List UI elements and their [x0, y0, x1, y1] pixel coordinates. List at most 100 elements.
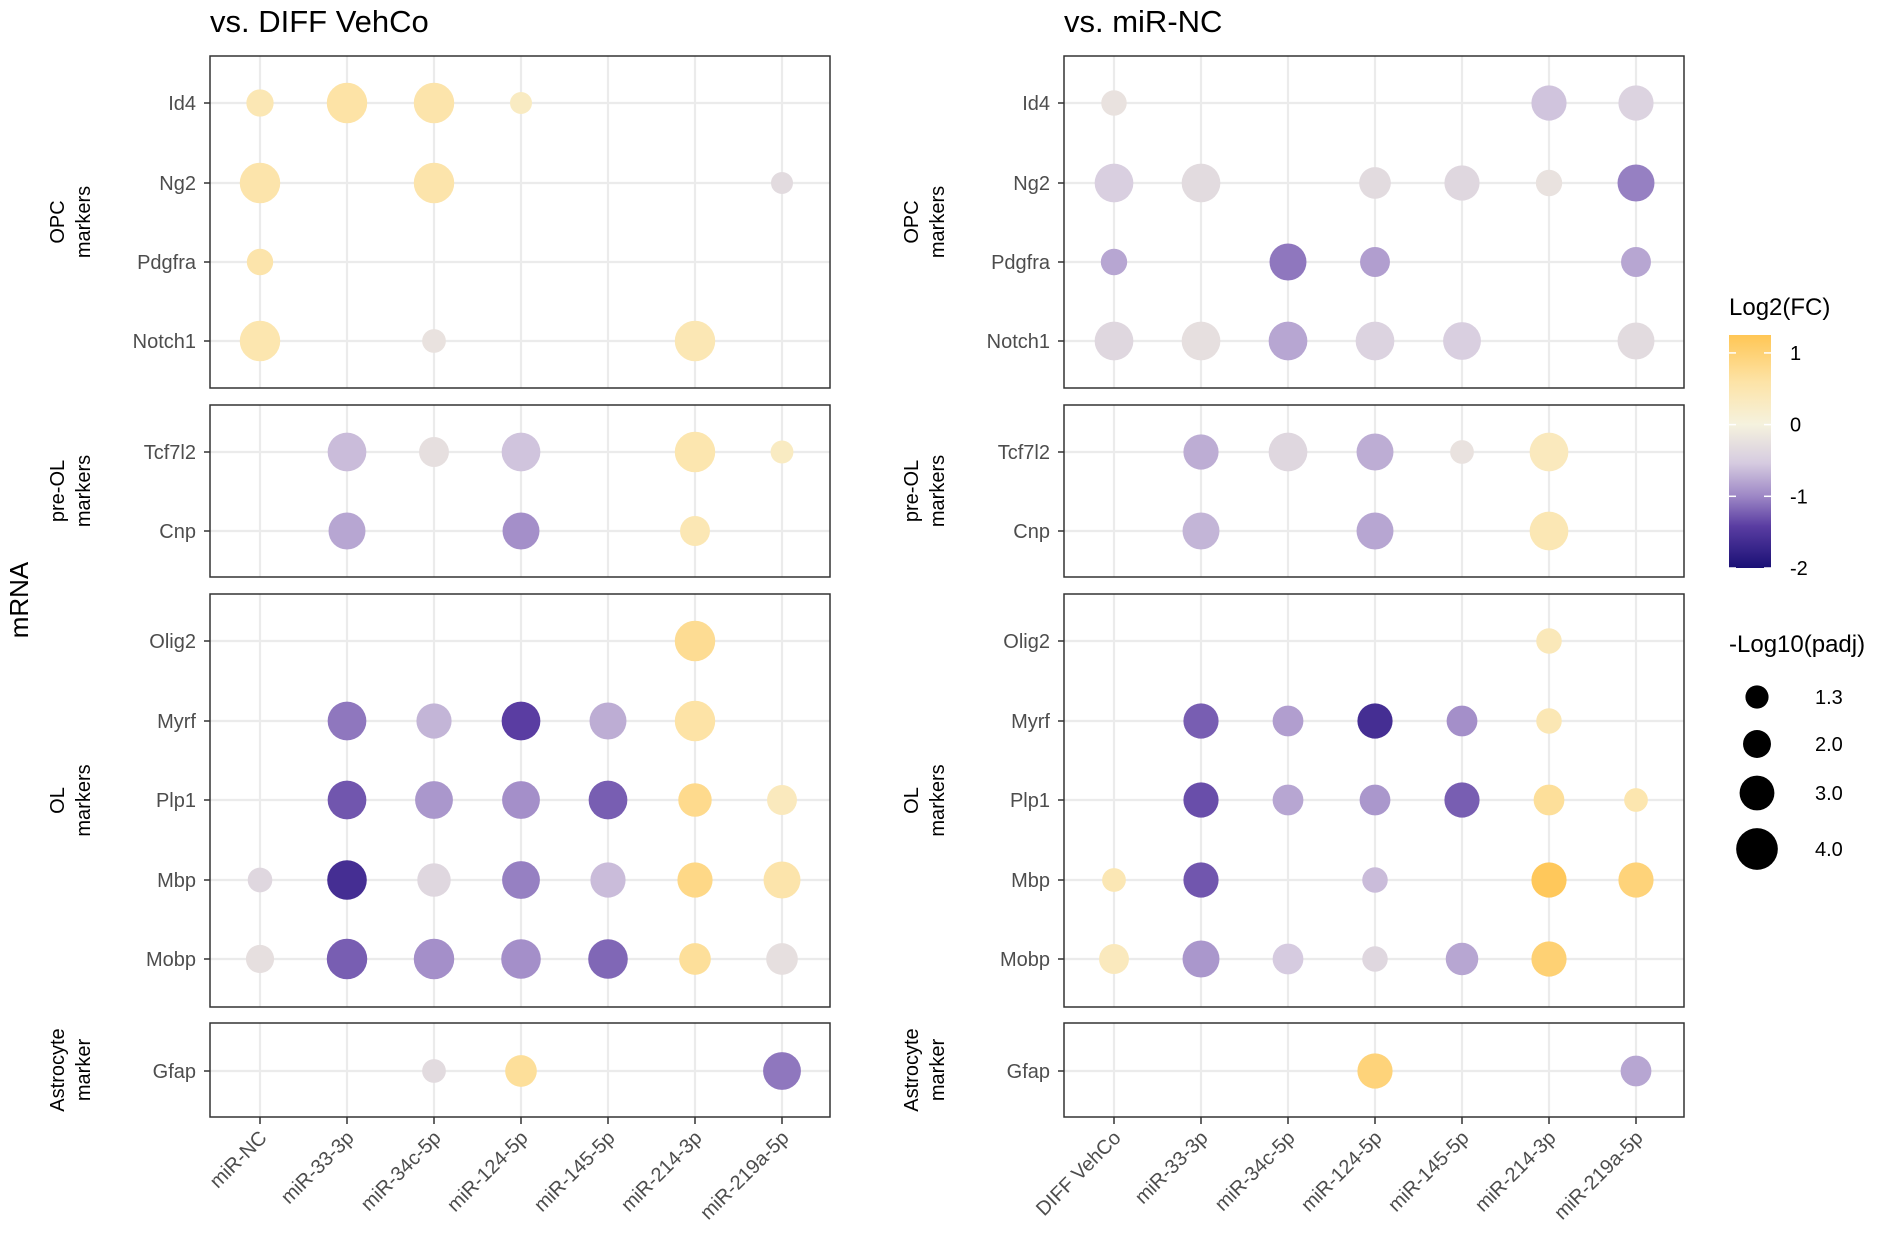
- size-legend-dot: [1739, 775, 1775, 811]
- dot-gfap-mir-124-5p: [505, 1055, 537, 1087]
- dot-id4-diff-vehco: [1101, 90, 1127, 116]
- dot-pdgfra-mir-219a-5p: [1621, 247, 1651, 277]
- facet-border: [209, 55, 831, 389]
- dot-tcf7l2-mir-214-3p: [1529, 432, 1569, 472]
- size-legend-title: -Log10(padj): [1729, 631, 1865, 658]
- facet-label: OPC markers: [901, 186, 949, 258]
- dot-mbp-mir-145-5p: [590, 862, 626, 898]
- facet-label: OL markers: [47, 764, 95, 836]
- x-tick-label: miR-124-5p: [443, 1127, 532, 1216]
- dot-cnp-mir-33-3p: [328, 512, 366, 550]
- dot-mobp-mir-214-3p: [1531, 941, 1567, 977]
- dot-id4-mir-219a-5p: [1618, 85, 1654, 121]
- dot-mobp-mir-214-3p: [679, 943, 711, 975]
- size-legend-dot: [1736, 828, 1778, 870]
- color-legend-title: Log2(FC): [1729, 294, 1830, 321]
- facet-label: Astrocyte marker: [47, 1028, 95, 1111]
- y-tick-label: Id4: [168, 93, 196, 115]
- dot-mbp-mir-214-3p: [677, 862, 713, 898]
- x-tick-label: miR-34c-5p: [357, 1127, 446, 1216]
- x-tick-label: miR-145-5p: [530, 1127, 619, 1216]
- y-tick-label: Cnp: [1013, 521, 1050, 543]
- facet-border: [1063, 404, 1685, 578]
- dot-myrf-mir-214-3p: [1536, 708, 1562, 734]
- dot-myrf-mir-34c-5p: [416, 703, 452, 739]
- y-tick-label: Olig2: [1003, 631, 1050, 653]
- dot-gfap-mir-219a-5p: [1620, 1055, 1652, 1087]
- dot-notch1-diff-vehco: [1094, 321, 1134, 361]
- facet-border: [1063, 593, 1685, 1008]
- dot-myrf-mir-34c-5p: [1272, 705, 1304, 737]
- dot-mobp-mir-124-5p: [1362, 946, 1388, 972]
- y-tick-label: Pdgfra: [137, 252, 197, 274]
- dot-notch1-mir-34c-5p: [422, 329, 446, 353]
- dot-gfap-mir-34c-5p: [422, 1059, 446, 1083]
- facet-label: Astrocyte marker: [901, 1028, 949, 1111]
- dot-tcf7l2-mir-33-3p: [1183, 434, 1219, 470]
- dot-mobp-mir-34c-5p: [413, 938, 455, 980]
- facet-border: [1063, 1022, 1685, 1118]
- dot-tcf7l2-mir-124-5p: [1356, 433, 1394, 471]
- facet-pre-ol: Tcf7l2 Cnp pre-OL markers: [47, 405, 830, 577]
- dot-ng2-mir-124-5p: [1359, 167, 1391, 199]
- dot-notch1-mir-34c-5p: [1268, 321, 1308, 361]
- size-legend: -Log10(padj) 1.3 2.0 3.0 4.0: [1729, 631, 1865, 870]
- dot-gfap-mir-219a-5p: [763, 1052, 801, 1090]
- dot-mbp-mir-nc: [247, 867, 273, 893]
- y-tick-label: Ng2: [159, 173, 196, 195]
- size-legend-label: 2.0: [1815, 734, 1843, 756]
- facet-label-line: marker: [927, 1039, 949, 1102]
- facet-astrocyte: Gfap Astrocyte marker: [901, 1023, 1684, 1117]
- x-tick-label: DIFF VehCo: [1032, 1127, 1125, 1220]
- facet-label: pre-OL markers: [47, 455, 95, 527]
- dot-plp1-mir-145-5p: [588, 780, 628, 820]
- dot-mobp-mir-nc: [245, 944, 275, 974]
- dot-ng2-mir-214-3p: [1535, 169, 1563, 197]
- facet-label-line: markers: [73, 764, 95, 836]
- dot-ng2-mir-nc: [239, 162, 281, 204]
- color-legend-label: 0: [1790, 415, 1801, 437]
- facet-ol: Olig2 Myrf Plp1 Mbp Mobp OL markers: [47, 594, 830, 1007]
- y-tick-label: Tcf7l2: [144, 442, 196, 464]
- size-legend-label: 1.3: [1815, 687, 1843, 709]
- dot-plp1-mir-34c-5p: [1272, 784, 1304, 816]
- x-tick-label: miR-33-3p: [1131, 1127, 1213, 1209]
- dot-plp1-mir-33-3p: [327, 780, 367, 820]
- facet-label-line: OPC: [47, 200, 69, 243]
- dot-mbp-mir-34c-5p: [417, 863, 451, 897]
- y-tick-label: Pdgfra: [991, 252, 1051, 274]
- dot-plp1-mir-34c-5p: [415, 781, 453, 819]
- dot-ng2-mir-33-3p: [1181, 163, 1221, 203]
- y-tick-label: Gfap: [1007, 1061, 1050, 1083]
- dot-mobp-mir-219a-5p: [766, 943, 798, 975]
- facet-opc: Id4 Ng2 Pdgfra Notch1 OPC markers: [47, 56, 830, 388]
- dot-mbp-mir-124-5p: [502, 861, 540, 899]
- facet-label: pre-OL markers: [901, 455, 949, 527]
- x-tick-label: miR-145-5p: [1384, 1127, 1473, 1216]
- panel-title: vs. miR-NC: [1064, 4, 1222, 39]
- dot-gfap-mir-124-5p: [1357, 1053, 1393, 1089]
- y-tick-label: Myrf: [1011, 711, 1050, 733]
- dot-mbp-mir-33-3p: [327, 860, 367, 900]
- dot-myrf-mir-124-5p: [501, 701, 541, 741]
- dot-tcf7l2-mir-214-3p: [674, 431, 716, 473]
- dot-id4-mir-124-5p: [510, 92, 532, 114]
- dot-tcf7l2-mir-219a-5p: [770, 440, 794, 464]
- facet-label-line: OPC: [901, 200, 923, 243]
- facet-label-line: markers: [927, 455, 949, 527]
- y-tick-label: Mbp: [157, 870, 196, 892]
- y-tick-label: Notch1: [133, 331, 196, 353]
- dot-cnp-mir-124-5p: [502, 512, 540, 550]
- dot-mobp-diff-vehco: [1099, 944, 1129, 974]
- dot-plp1-mir-124-5p: [1359, 784, 1391, 816]
- dot-cnp-mir-33-3p: [1182, 512, 1220, 550]
- size-legend-label: 3.0: [1815, 783, 1843, 805]
- facet-border: [209, 404, 831, 578]
- facet-label-line: Astrocyte: [47, 1028, 69, 1111]
- dot-notch1-mir-214-3p: [674, 320, 716, 362]
- y-axis-title: mRNA: [4, 561, 34, 638]
- dot-mobp-mir-33-3p: [326, 938, 368, 980]
- x-tick-label: miR-33-3p: [277, 1127, 359, 1209]
